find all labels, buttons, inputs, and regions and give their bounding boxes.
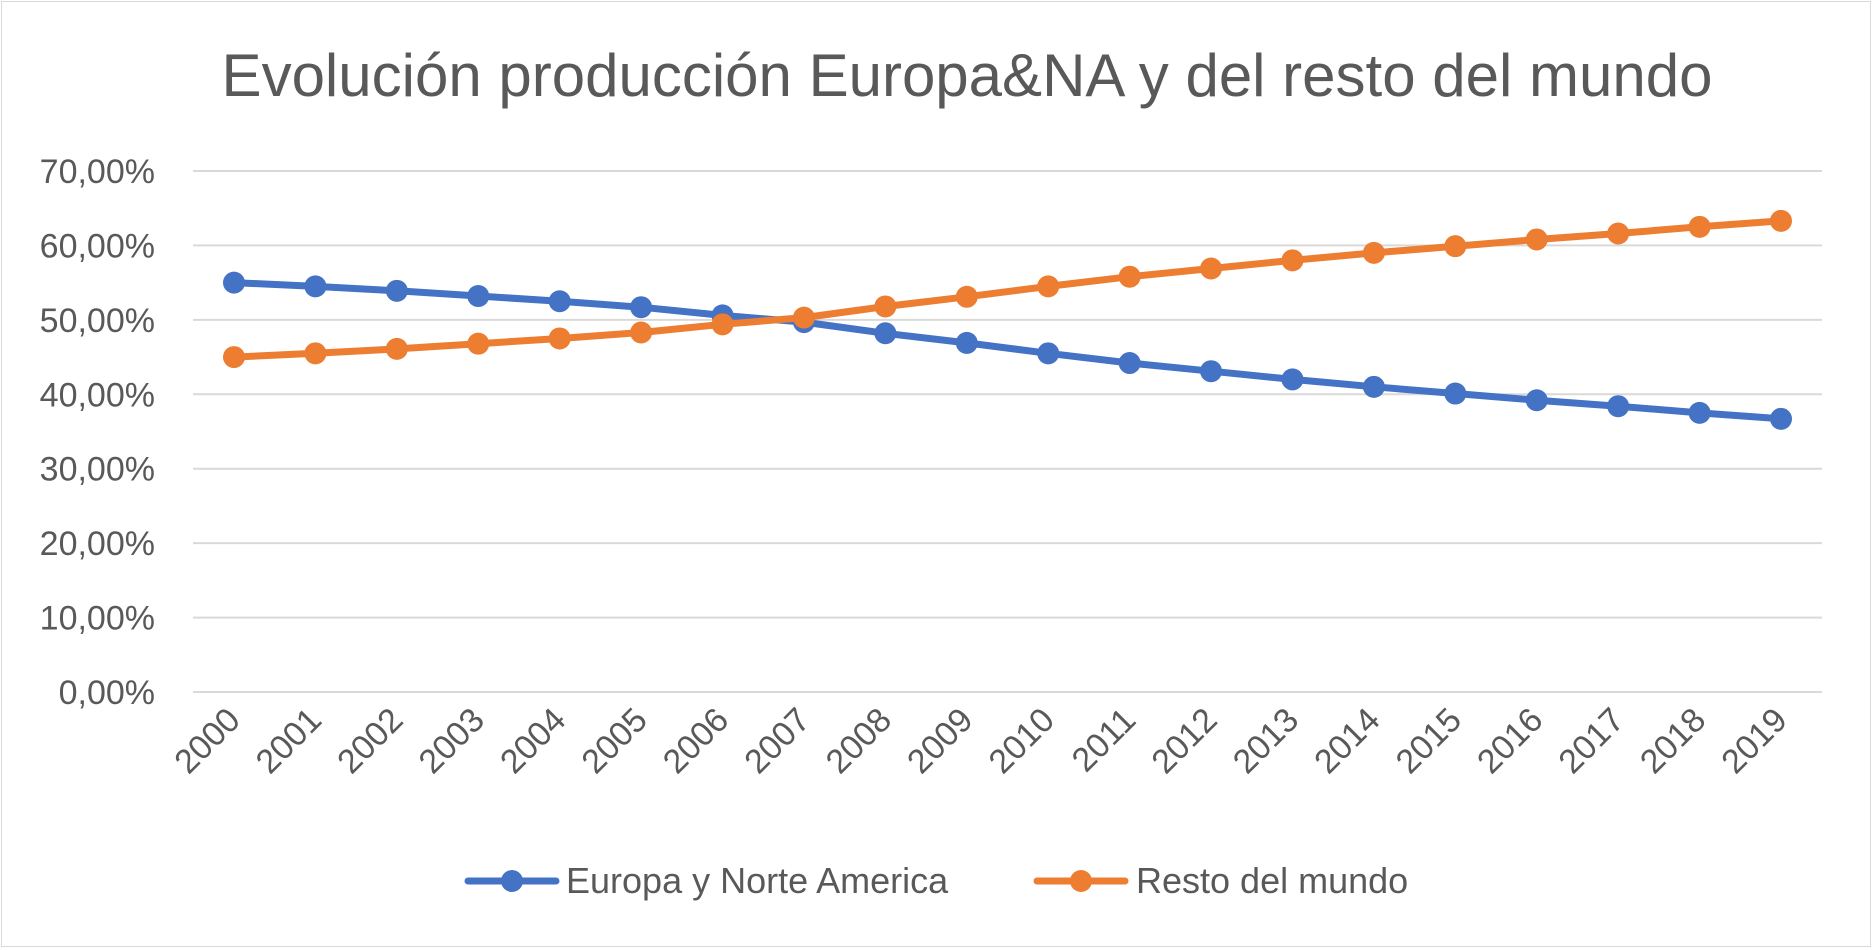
data-point <box>467 285 490 308</box>
x-tick-label: 2012 <box>1144 701 1224 781</box>
x-tick-label: 2003 <box>412 701 492 781</box>
data-point <box>1525 228 1548 251</box>
x-tick-label: 2015 <box>1389 701 1469 781</box>
y-tick-label: 20,00% <box>40 525 155 563</box>
series-layer <box>223 209 1792 430</box>
data-point <box>1037 342 1060 365</box>
data-point <box>1444 235 1467 258</box>
x-tick-label: 2008 <box>819 701 899 781</box>
data-point <box>955 285 978 308</box>
chart-title: Evolución producción Europa&NA y del res… <box>222 42 1713 109</box>
data-point <box>1362 375 1385 398</box>
data-point <box>1037 275 1060 298</box>
data-point <box>548 290 571 313</box>
data-point <box>1362 241 1385 264</box>
x-tick-label: 2010 <box>982 701 1062 781</box>
x-tick-label: 2011 <box>1065 701 1144 780</box>
data-point <box>1118 352 1141 375</box>
x-tick-label: 2006 <box>656 701 736 781</box>
x-tick-label: 2014 <box>1307 701 1387 781</box>
y-tick-label: 10,00% <box>40 600 155 638</box>
data-point <box>630 321 653 344</box>
series-1 <box>223 271 1792 430</box>
data-point <box>1688 401 1711 424</box>
series-line <box>230 279 1785 423</box>
data-point <box>1607 222 1630 245</box>
x-tick-label: 2009 <box>900 701 980 781</box>
data-point <box>304 275 327 298</box>
data-point <box>548 327 571 350</box>
data-point <box>1525 389 1548 412</box>
series-line <box>230 217 1785 361</box>
legend-item: Resto del mundo <box>1033 860 1408 901</box>
data-point <box>1444 382 1467 405</box>
legend-label: Europa y Norte America <box>566 860 949 901</box>
gridlines <box>193 170 1822 693</box>
x-tick-label: 2013 <box>1226 701 1306 781</box>
data-point <box>1200 360 1223 383</box>
x-tick-label: 2000 <box>167 701 247 781</box>
data-point <box>1200 257 1223 280</box>
x-tick-label: 2018 <box>1633 701 1713 781</box>
x-tick-label: 2016 <box>1470 701 1550 781</box>
data-point <box>711 313 734 336</box>
x-tick-label: 2002 <box>330 701 410 781</box>
data-point <box>1770 209 1792 232</box>
data-point <box>1770 407 1792 430</box>
y-tick-label: 30,00% <box>40 451 155 489</box>
data-point <box>223 271 245 294</box>
legend-label: Resto del mundo <box>1136 860 1408 901</box>
x-tick-label: 2004 <box>493 701 573 781</box>
data-point <box>223 346 245 369</box>
legend-item: Europa y Norte America <box>464 860 949 901</box>
x-tick-label: 2019 <box>1714 701 1794 781</box>
y-tick-label: 0,00% <box>59 674 155 712</box>
series-2 <box>223 209 1792 369</box>
data-point <box>874 295 897 318</box>
legend: Europa y Norte America Resto del mundo <box>464 860 1408 901</box>
data-point <box>1688 215 1711 238</box>
legend-swatch-marker <box>1070 870 1092 892</box>
data-point <box>304 342 327 365</box>
data-point <box>1118 265 1141 288</box>
x-tick-label: 2007 <box>737 701 817 781</box>
data-point <box>1281 368 1304 391</box>
x-tick-label: 2001 <box>249 701 329 781</box>
x-tick-label: 2017 <box>1551 701 1631 781</box>
data-point <box>385 337 408 360</box>
y-tick-label: 50,00% <box>40 302 155 340</box>
y-axis-tick-labels: 0,00% 10,00% 20,00% 30,00% 40,00% 50,00% 60,00… <box>40 153 155 712</box>
y-tick-label: 70,00% <box>40 153 155 191</box>
x-tick-label: 2005 <box>574 701 654 781</box>
data-point <box>467 332 490 355</box>
data-point <box>1607 395 1630 418</box>
data-point <box>874 322 897 345</box>
data-point <box>630 296 653 319</box>
y-tick-label: 40,00% <box>40 376 155 414</box>
x-axis-tick-labels: 2000 2001 2002 2003 2004 2005 2006 2007 2008 2009… <box>167 701 1794 781</box>
y-tick-label: 60,00% <box>40 227 155 265</box>
data-point <box>955 331 978 354</box>
legend-swatch-marker <box>501 870 523 892</box>
data-point <box>792 306 815 329</box>
data-point <box>385 279 408 302</box>
data-point <box>1281 249 1304 272</box>
